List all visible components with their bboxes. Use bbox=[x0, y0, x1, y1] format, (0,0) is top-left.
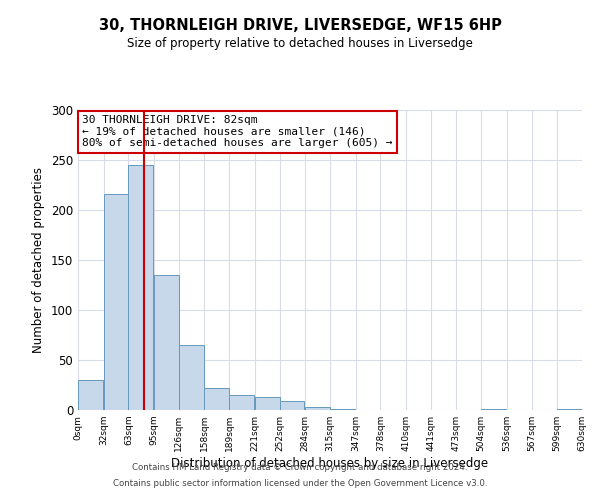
Text: Contains public sector information licensed under the Open Government Licence v3: Contains public sector information licen… bbox=[113, 478, 487, 488]
Text: Size of property relative to detached houses in Liversedge: Size of property relative to detached ho… bbox=[127, 38, 473, 51]
Bar bbox=[229, 395, 254, 410]
Bar bbox=[104, 194, 128, 410]
Bar bbox=[205, 388, 229, 410]
Bar bbox=[557, 409, 582, 410]
Bar bbox=[305, 407, 330, 410]
Bar bbox=[128, 165, 153, 410]
Bar bbox=[330, 409, 355, 410]
Bar bbox=[179, 345, 203, 410]
Text: Contains HM Land Registry data © Crown copyright and database right 2024.: Contains HM Land Registry data © Crown c… bbox=[132, 464, 468, 472]
Bar bbox=[481, 409, 506, 410]
Bar bbox=[154, 275, 179, 410]
Bar bbox=[280, 401, 304, 410]
Bar bbox=[255, 397, 280, 410]
Y-axis label: Number of detached properties: Number of detached properties bbox=[32, 167, 46, 353]
Text: 30 THORNLEIGH DRIVE: 82sqm
← 19% of detached houses are smaller (146)
80% of sem: 30 THORNLEIGH DRIVE: 82sqm ← 19% of deta… bbox=[82, 115, 392, 148]
X-axis label: Distribution of detached houses by size in Liversedge: Distribution of detached houses by size … bbox=[172, 457, 488, 470]
Text: 30, THORNLEIGH DRIVE, LIVERSEDGE, WF15 6HP: 30, THORNLEIGH DRIVE, LIVERSEDGE, WF15 6… bbox=[98, 18, 502, 32]
Bar bbox=[78, 380, 103, 410]
